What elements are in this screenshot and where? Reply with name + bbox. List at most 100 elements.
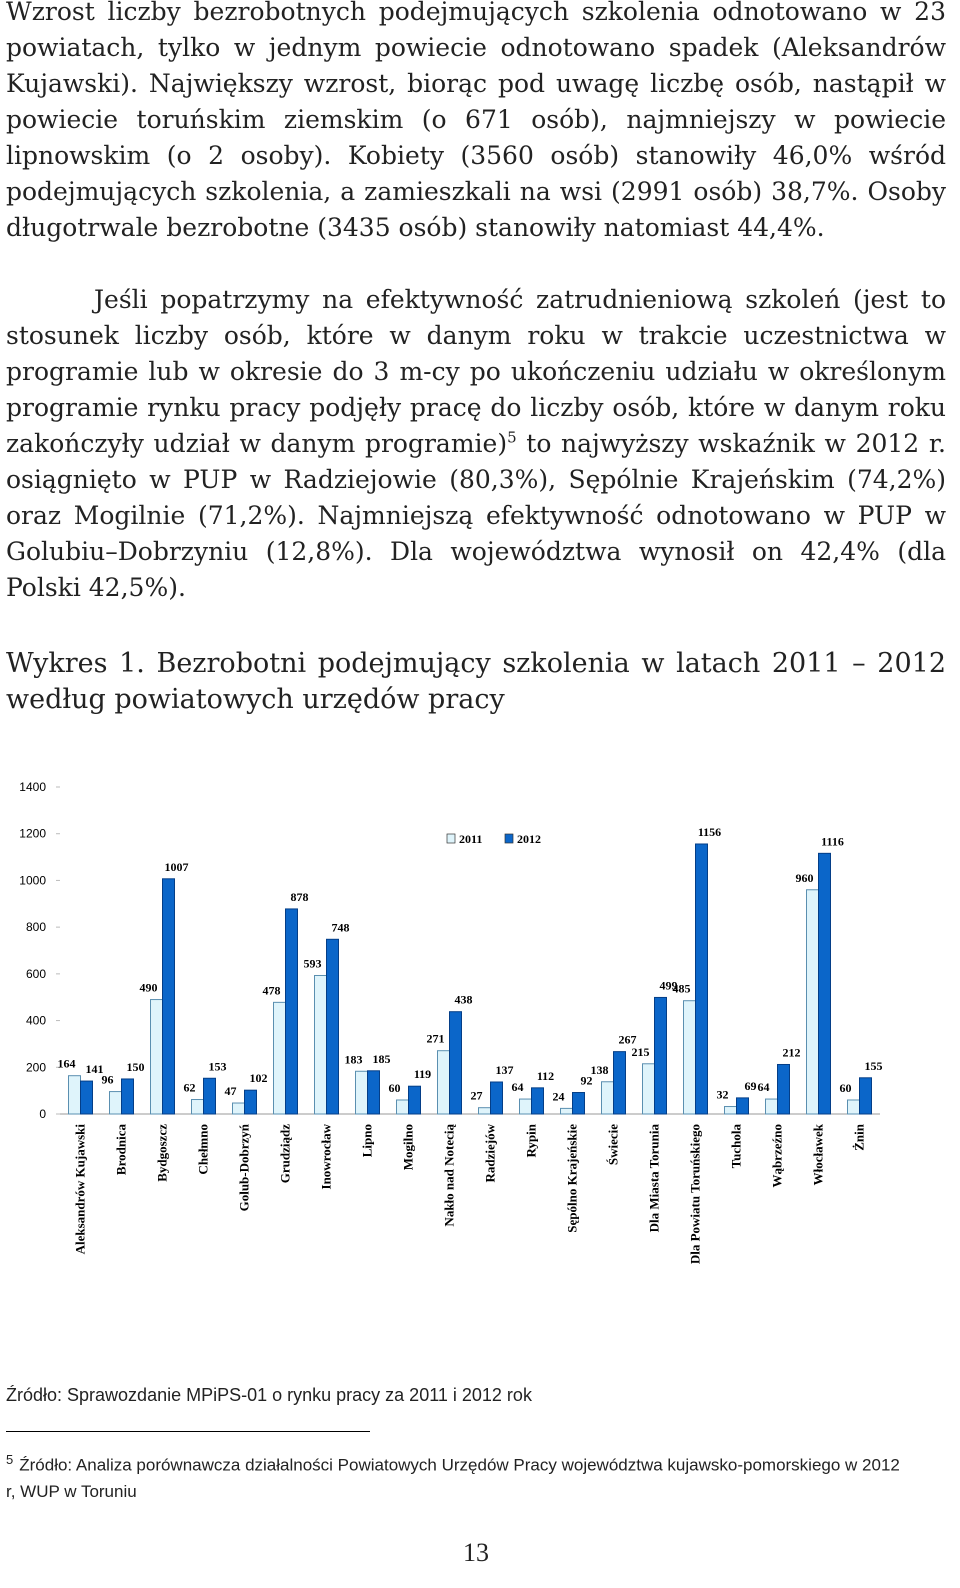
data-label: 47 — [225, 1084, 237, 1098]
x-tick-label: Sępólno Krajeńskie — [565, 1124, 580, 1233]
x-tick-label: Radziejów — [483, 1123, 498, 1182]
bar — [367, 1070, 380, 1115]
data-label: 102 — [250, 1071, 268, 1085]
data-label: 155 — [865, 1059, 883, 1073]
x-tick-label: Wąbrzeźno — [770, 1124, 785, 1188]
data-label: 183 — [345, 1052, 363, 1066]
data-label: 60 — [389, 1081, 401, 1095]
caption: Wykres 1. Bezrobotni podejmujący szkolen… — [6, 648, 946, 715]
bar — [847, 1099, 860, 1115]
bar — [519, 1098, 532, 1115]
data-label: 438 — [455, 993, 473, 1007]
data-label: 185 — [373, 1052, 391, 1066]
bar — [273, 1001, 286, 1115]
text: Jeśli popatrzymy na efektywność zatrudni… — [6, 285, 946, 458]
data-label: 96 — [102, 1073, 114, 1087]
data-label: 153 — [209, 1059, 227, 1073]
paragraph: Jeśli popatrzymy na efektywność zatrudni… — [6, 282, 946, 606]
bar — [109, 1091, 122, 1115]
data-label: 64 — [512, 1080, 524, 1094]
data-label: 215 — [632, 1045, 650, 1059]
y-tick-label: 800 — [26, 920, 46, 934]
data-label: 490 — [140, 981, 158, 995]
bar — [724, 1106, 737, 1115]
data-label: 164 — [58, 1057, 76, 1071]
bar — [314, 974, 327, 1115]
bar — [449, 1011, 462, 1115]
bar — [162, 878, 175, 1115]
data-label: 138 — [591, 1063, 609, 1077]
page-number: 13 — [463, 1538, 489, 1567]
x-tick-label: Rypin — [524, 1123, 539, 1157]
footnote: 5 Źródło: Analiza porównawcza działalnośc… — [6, 1447, 906, 1505]
bar — [806, 889, 819, 1115]
bar — [150, 999, 163, 1115]
bar — [765, 1098, 778, 1115]
y-tick-label: 0 — [39, 1107, 46, 1121]
x-tick-label: Inowrocław — [319, 1123, 334, 1189]
bar — [203, 1077, 216, 1115]
bar — [355, 1070, 368, 1115]
x-tick-label: Aleksandrów Kujawski — [73, 1124, 88, 1255]
bar — [408, 1085, 421, 1115]
bar — [396, 1099, 409, 1115]
data-label: 119 — [414, 1067, 431, 1081]
data-label: 62 — [184, 1081, 196, 1095]
bar — [695, 843, 708, 1115]
data-label: 137 — [496, 1063, 514, 1077]
x-tick-label: Brodnica — [114, 1124, 129, 1176]
data-label: 960 — [796, 871, 814, 885]
bar — [654, 996, 667, 1115]
x-tick-label: Tuchola — [729, 1124, 744, 1169]
bar — [572, 1092, 585, 1115]
footnote-text: Źródło: Analiza porównawcza działalności… — [6, 1455, 900, 1501]
x-tick-label: Dla Powiatu Toruńskiego — [688, 1124, 703, 1264]
data-label: 24 — [553, 1089, 565, 1103]
text: to najwyższy wskaźnik w 2012 r. osiągnię… — [6, 429, 947, 602]
data-label: 150 — [127, 1060, 145, 1074]
bar — [642, 1063, 655, 1115]
x-tick-label: Włocławek — [811, 1123, 826, 1185]
data-label: 593 — [304, 956, 322, 970]
x-tick-label: Świecie — [606, 1124, 621, 1165]
data-label: 485 — [673, 982, 691, 996]
bar — [683, 1000, 696, 1115]
bar — [736, 1097, 749, 1115]
footnote-number: 5 — [6, 1452, 14, 1467]
x-tick-label: Żnin — [852, 1123, 867, 1151]
footnote-ref: 5 — [507, 428, 517, 447]
x-tick-label: Bydgoszcz — [155, 1124, 170, 1182]
source: Źródło: Sprawozdanie MPiPS-01 o rynku pr… — [6, 1385, 532, 1405]
data-label: 32 — [717, 1088, 729, 1102]
x-tick-label: Golub-Dobrzyń — [237, 1123, 252, 1211]
bar — [859, 1077, 872, 1115]
data-label: 212 — [783, 1045, 801, 1059]
legend-swatch — [504, 833, 514, 844]
data-label: 878 — [291, 890, 309, 904]
bar — [244, 1089, 257, 1115]
data-label: 69 — [745, 1079, 757, 1093]
data-label: 141 — [86, 1062, 104, 1076]
data-label: 271 — [427, 1032, 445, 1046]
bar — [326, 938, 339, 1115]
data-label: 64 — [758, 1080, 770, 1094]
footnote-rule — [6, 1431, 370, 1432]
y-tick-label: 400 — [26, 1014, 46, 1028]
bar — [601, 1081, 614, 1115]
data-label: 27 — [471, 1089, 483, 1103]
y-tick-label: 600 — [26, 967, 46, 981]
paragraph: Wzrost liczby bezrobotnych podejmujących… — [6, 0, 946, 242]
legend-label: 2012 — [517, 832, 541, 846]
bar — [80, 1080, 93, 1115]
data-label: 60 — [840, 1081, 852, 1095]
legend-swatch — [446, 833, 456, 844]
data-label: 267 — [619, 1033, 637, 1047]
x-tick-label: Grudziądz — [278, 1124, 293, 1183]
data-label: 478 — [263, 983, 281, 997]
data-label: 499 — [660, 978, 678, 992]
bar — [560, 1107, 573, 1115]
bar — [121, 1078, 134, 1115]
chart: 0 200 400 600 800 1000 1200 1400 Aleksandrów Kuj… — [19, 780, 883, 1264]
x-tick-label: Dla Miasta Torunia — [647, 1124, 662, 1233]
